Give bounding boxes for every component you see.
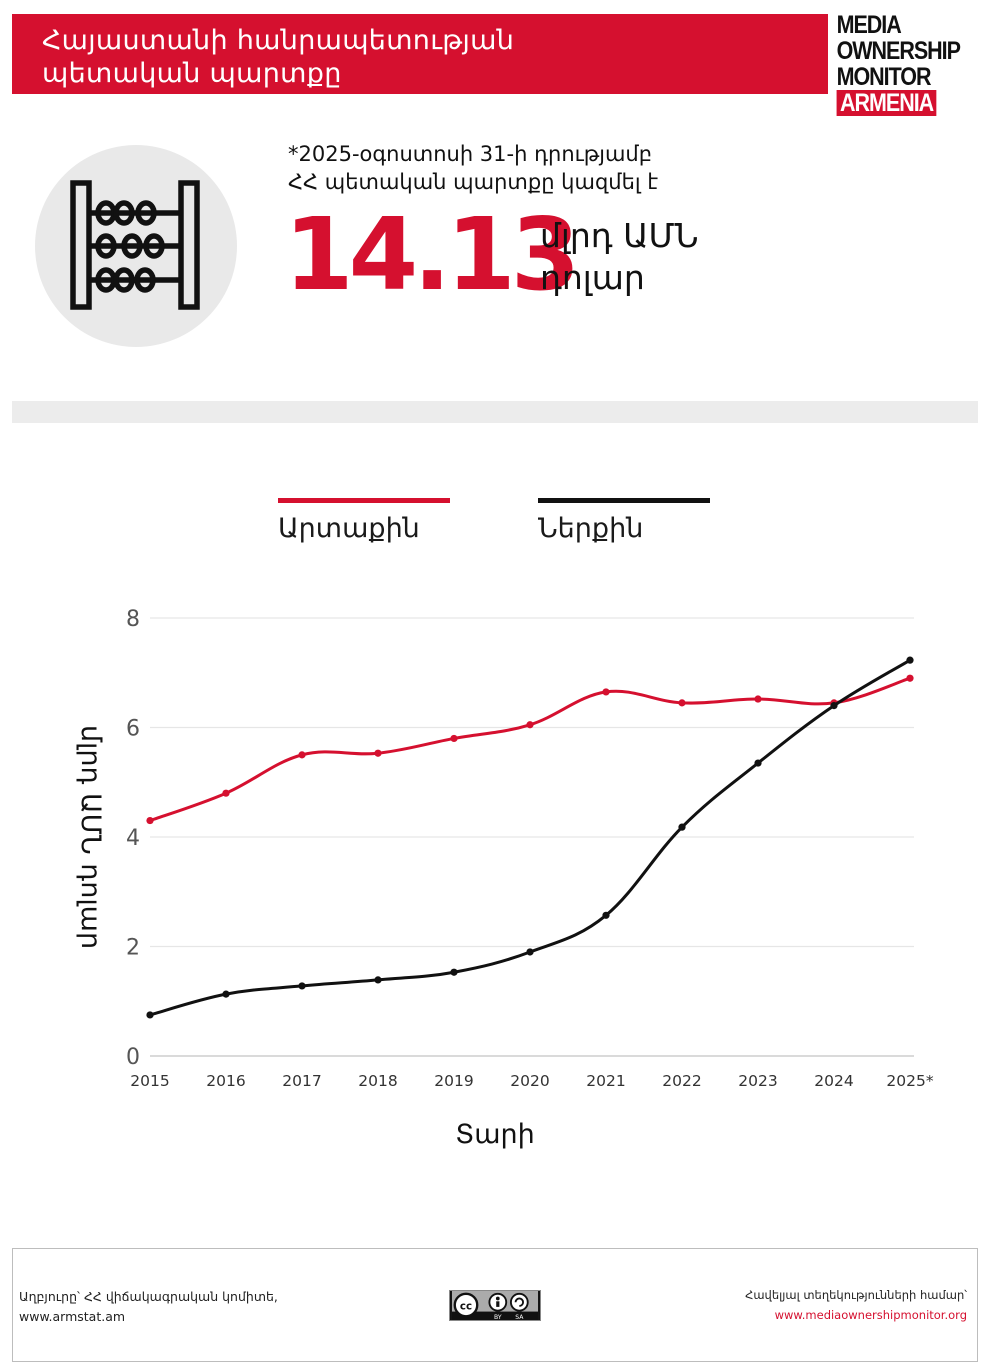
data-point-domestic	[222, 990, 230, 998]
legend-external-label: Արտաքին	[278, 513, 420, 544]
x-tick-label: 2015	[130, 1072, 169, 1090]
legend-external-swatch	[278, 498, 450, 503]
legend-external: Արտաքին	[278, 498, 450, 544]
legend-domestic-swatch	[538, 498, 710, 503]
y-tick-label: 4	[126, 826, 140, 851]
x-tick-label: 2023	[738, 1072, 777, 1090]
data-point-domestic	[298, 982, 306, 990]
page-title-line1: Հայաստանի հանրապետության	[42, 25, 515, 56]
svg-text:BY: BY	[494, 1314, 502, 1321]
mom-logo: MEDIA OWNERSHIP MONITOR ARMENIA	[834, 12, 980, 116]
x-tick-label: 2016	[206, 1072, 245, 1090]
data-point-domestic	[602, 911, 610, 919]
logo-line4: ARMENIA	[836, 90, 937, 116]
more-info: Հավելյալ տեղեկությունների համար՝ www.med…	[745, 1285, 967, 1325]
x-axis-title: Տարի	[455, 1119, 535, 1150]
total-debt-unit: մլրդ ԱՄՆ դոլար	[540, 215, 699, 299]
data-point-domestic	[830, 702, 838, 710]
source-text: Աղբյուրը՝ ՀՀ վիճակագրական կոմիտե, www.ar…	[19, 1287, 278, 1327]
debt-line-chart: 0 2 4 6 8 2015 2016 2017 2018 2019 2020 2021 2022 202…	[75, 607, 934, 1150]
data-point-external	[374, 749, 382, 757]
x-tick-label: 2019	[434, 1072, 473, 1090]
total-debt-value: 14.13	[284, 196, 580, 313]
logo-line3: MONITOR	[836, 63, 932, 91]
x-tick-label: 2017	[282, 1072, 321, 1090]
page-title-line2: պետական պարտքը	[42, 58, 342, 89]
data-point-external	[754, 695, 762, 703]
data-point-external	[222, 789, 230, 797]
source-line1: Աղբյուրը՝ ՀՀ վիճակագրական կոմիտե,	[19, 1289, 278, 1304]
data-point-external	[450, 734, 458, 743]
y-axis-title: մլրդ ԱՄՆ դոլար	[75, 725, 106, 949]
data-point-domestic	[526, 948, 534, 956]
y-tick-label: 6	[126, 717, 140, 742]
unit-line1: մլրդ ԱՄՆ	[540, 216, 699, 255]
y-tick-label: 0	[126, 1045, 140, 1070]
x-tick-label: 2018	[358, 1072, 397, 1090]
unit-line2: դոլար	[540, 258, 645, 297]
y-tick-label: 8	[126, 607, 140, 632]
note-line2: ՀՀ պետական պարտքը կազմել է	[288, 170, 659, 194]
x-tick-label: 2025*	[886, 1072, 933, 1090]
footer: Աղբյուրը՝ ՀՀ վիճակագրական կոմիտե, www.ar…	[12, 1248, 978, 1362]
x-tick-label: 2022	[662, 1072, 701, 1090]
icon-circle	[35, 145, 237, 347]
x-tick-label: 2021	[586, 1072, 625, 1090]
abacus-icon	[70, 180, 200, 310]
separator-band	[12, 401, 978, 423]
legend-domestic-label: Ներքին	[538, 513, 644, 544]
x-tick-label: 2020	[510, 1072, 549, 1090]
header-bar: Հայաստանի հանրապետության պետական պարտքը	[12, 14, 828, 94]
svg-text:SA: SA	[515, 1314, 524, 1321]
note-line1: *2025-օգոստոսի 31-ի դրությամբ	[288, 142, 653, 166]
legend-domestic: Ներքին	[538, 498, 710, 544]
data-point-external	[298, 751, 306, 759]
data-point-external	[906, 674, 914, 682]
more-info-url[interactable]: www.mediaownershipmonitor.org	[774, 1308, 967, 1322]
more-info-label: Հավելյալ տեղեկությունների համար՝	[745, 1288, 967, 1302]
cc-license-badge: cc BY SA	[449, 1290, 541, 1321]
data-point-domestic	[146, 1011, 154, 1019]
data-point-domestic	[374, 976, 382, 984]
data-point-external	[678, 699, 686, 707]
svg-text:cc: cc	[460, 1301, 472, 1313]
data-point-external	[146, 816, 154, 825]
headline-note: *2025-օգոստոսի 31-ի դրությամբ ՀՀ պետական…	[288, 140, 658, 196]
series-line-external	[149, 676, 911, 822]
data-point-domestic	[678, 823, 686, 831]
data-point-domestic	[450, 968, 458, 976]
y-tick-label: 2	[126, 936, 140, 961]
logo-line2: OWNERSHIP	[836, 37, 961, 65]
data-point-external	[602, 688, 610, 696]
data-point-external	[526, 721, 534, 729]
logo-line1: MEDIA	[836, 11, 902, 39]
x-tick-label: 2024	[814, 1072, 853, 1090]
source-line2: www.armstat.am	[19, 1309, 126, 1324]
series-line-domestic	[149, 658, 911, 1017]
data-point-domestic	[906, 656, 914, 664]
data-point-domestic	[754, 759, 762, 767]
